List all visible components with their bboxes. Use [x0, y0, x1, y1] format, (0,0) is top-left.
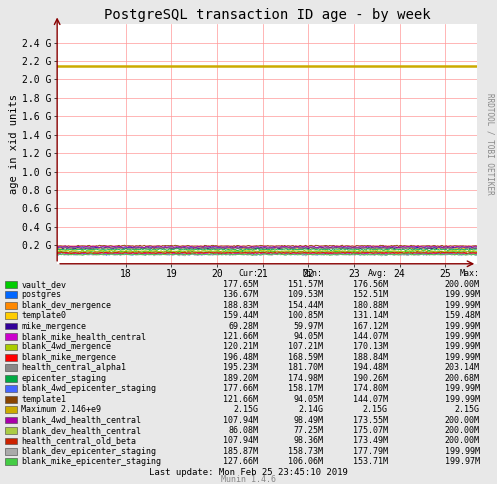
- Text: 199.99M: 199.99M: [445, 332, 480, 341]
- Text: 86.08M: 86.08M: [229, 426, 258, 435]
- Text: 177.65M: 177.65M: [224, 280, 258, 289]
- Text: 199.99M: 199.99M: [445, 321, 480, 331]
- Text: 59.97M: 59.97M: [293, 321, 323, 331]
- Text: Max:: Max:: [460, 269, 480, 278]
- Text: blank_mike_mergence: blank_mike_mergence: [21, 353, 116, 362]
- Text: 176.56M: 176.56M: [353, 280, 388, 289]
- Text: 127.66M: 127.66M: [224, 457, 258, 467]
- Text: 175.07M: 175.07M: [353, 426, 388, 435]
- Text: Maximum 2.146+e9: Maximum 2.146+e9: [21, 405, 101, 414]
- Text: 158.73M: 158.73M: [288, 447, 323, 456]
- Text: 200.00M: 200.00M: [445, 437, 480, 445]
- Text: mike_mergence: mike_mergence: [21, 321, 86, 331]
- Text: 106.06M: 106.06M: [288, 457, 323, 467]
- Text: 94.05M: 94.05M: [293, 394, 323, 404]
- Text: 109.53M: 109.53M: [288, 290, 323, 299]
- Text: 153.71M: 153.71M: [353, 457, 388, 467]
- Text: Munin 1.4.6: Munin 1.4.6: [221, 475, 276, 484]
- Text: Cur:: Cur:: [239, 269, 258, 278]
- Text: 170.13M: 170.13M: [353, 343, 388, 351]
- Text: 144.07M: 144.07M: [353, 332, 388, 341]
- Text: 200.00M: 200.00M: [445, 426, 480, 435]
- Text: epicenter_staging: epicenter_staging: [21, 374, 106, 383]
- Text: 173.49M: 173.49M: [353, 437, 388, 445]
- Text: vault_dev: vault_dev: [21, 280, 67, 289]
- Text: 195.23M: 195.23M: [224, 363, 258, 372]
- Text: 200.00M: 200.00M: [445, 280, 480, 289]
- Text: 199.99M: 199.99M: [445, 290, 480, 299]
- Text: 194.48M: 194.48M: [353, 363, 388, 372]
- Text: 189.20M: 189.20M: [224, 374, 258, 383]
- Text: 77.25M: 77.25M: [293, 426, 323, 435]
- Text: RRDTOOL / TOBI OETIKER: RRDTOOL / TOBI OETIKER: [486, 93, 495, 195]
- Text: 131.14M: 131.14M: [353, 311, 388, 320]
- Text: 200.00M: 200.00M: [445, 416, 480, 424]
- Text: 174.98M: 174.98M: [288, 374, 323, 383]
- Text: 188.84M: 188.84M: [353, 353, 388, 362]
- Text: health_central_alpha1: health_central_alpha1: [21, 363, 126, 372]
- Text: blank_mike_epicenter_staging: blank_mike_epicenter_staging: [21, 457, 162, 467]
- Text: 144.07M: 144.07M: [353, 394, 388, 404]
- Text: 199.99M: 199.99M: [445, 447, 480, 456]
- Text: 94.05M: 94.05M: [293, 332, 323, 341]
- Text: 159.44M: 159.44M: [224, 311, 258, 320]
- Text: 151.57M: 151.57M: [288, 280, 323, 289]
- Text: 199.99M: 199.99M: [445, 394, 480, 404]
- Text: 69.28M: 69.28M: [229, 321, 258, 331]
- Text: 196.48M: 196.48M: [224, 353, 258, 362]
- Text: 177.66M: 177.66M: [224, 384, 258, 393]
- Text: 199.99M: 199.99M: [445, 343, 480, 351]
- Text: 199.99M: 199.99M: [445, 384, 480, 393]
- Text: 107.94M: 107.94M: [224, 437, 258, 445]
- Text: Last update: Mon Feb 25 23:45:10 2019: Last update: Mon Feb 25 23:45:10 2019: [149, 469, 348, 477]
- Text: 168.59M: 168.59M: [288, 353, 323, 362]
- Text: 2.15G: 2.15G: [234, 405, 258, 414]
- Text: 100.85M: 100.85M: [288, 311, 323, 320]
- Text: 180.88M: 180.88M: [353, 301, 388, 310]
- Text: 152.51M: 152.51M: [353, 290, 388, 299]
- Text: 120.21M: 120.21M: [224, 343, 258, 351]
- Text: 199.99M: 199.99M: [445, 353, 480, 362]
- Text: 167.12M: 167.12M: [353, 321, 388, 331]
- Text: 158.17M: 158.17M: [288, 384, 323, 393]
- Text: 190.26M: 190.26M: [353, 374, 388, 383]
- Text: template1: template1: [21, 394, 67, 404]
- Title: PostgreSQL transaction ID age - by week: PostgreSQL transaction ID age - by week: [104, 8, 430, 22]
- Text: 121.66M: 121.66M: [224, 394, 258, 404]
- Text: postgres: postgres: [21, 290, 61, 299]
- Text: 199.97M: 199.97M: [445, 457, 480, 467]
- Text: 2.15G: 2.15G: [363, 405, 388, 414]
- Text: 2.15G: 2.15G: [455, 405, 480, 414]
- Text: 173.55M: 173.55M: [353, 416, 388, 424]
- Text: 98.36M: 98.36M: [293, 437, 323, 445]
- Text: 136.67M: 136.67M: [224, 290, 258, 299]
- Text: template0: template0: [21, 311, 67, 320]
- Text: 107.94M: 107.94M: [224, 416, 258, 424]
- Text: 159.48M: 159.48M: [445, 311, 480, 320]
- Text: 188.83M: 188.83M: [224, 301, 258, 310]
- Text: 121.66M: 121.66M: [224, 332, 258, 341]
- Text: 107.21M: 107.21M: [288, 343, 323, 351]
- Text: blank_dev_epicenter_staging: blank_dev_epicenter_staging: [21, 447, 157, 456]
- Text: blank_dev_mergence: blank_dev_mergence: [21, 301, 111, 310]
- Text: 185.87M: 185.87M: [224, 447, 258, 456]
- Text: Avg:: Avg:: [368, 269, 388, 278]
- Text: blank_4wd_mergence: blank_4wd_mergence: [21, 343, 111, 351]
- Text: 199.99M: 199.99M: [445, 301, 480, 310]
- Text: blank_mike_health_central: blank_mike_health_central: [21, 332, 147, 341]
- Text: health_central_old_beta: health_central_old_beta: [21, 437, 136, 445]
- Text: 181.70M: 181.70M: [288, 363, 323, 372]
- Text: 98.49M: 98.49M: [293, 416, 323, 424]
- Text: 2.14G: 2.14G: [298, 405, 323, 414]
- Text: blank_dev_health_central: blank_dev_health_central: [21, 426, 141, 435]
- Text: blank_4wd_health_central: blank_4wd_health_central: [21, 416, 141, 424]
- Text: 154.44M: 154.44M: [288, 301, 323, 310]
- Text: blank_4wd_epicenter_staging: blank_4wd_epicenter_staging: [21, 384, 157, 393]
- Text: Min:: Min:: [303, 269, 323, 278]
- Text: 174.80M: 174.80M: [353, 384, 388, 393]
- Text: 177.79M: 177.79M: [353, 447, 388, 456]
- Text: 200.68M: 200.68M: [445, 374, 480, 383]
- Text: 203.14M: 203.14M: [445, 363, 480, 372]
- Y-axis label: age in xid units: age in xid units: [9, 94, 19, 194]
